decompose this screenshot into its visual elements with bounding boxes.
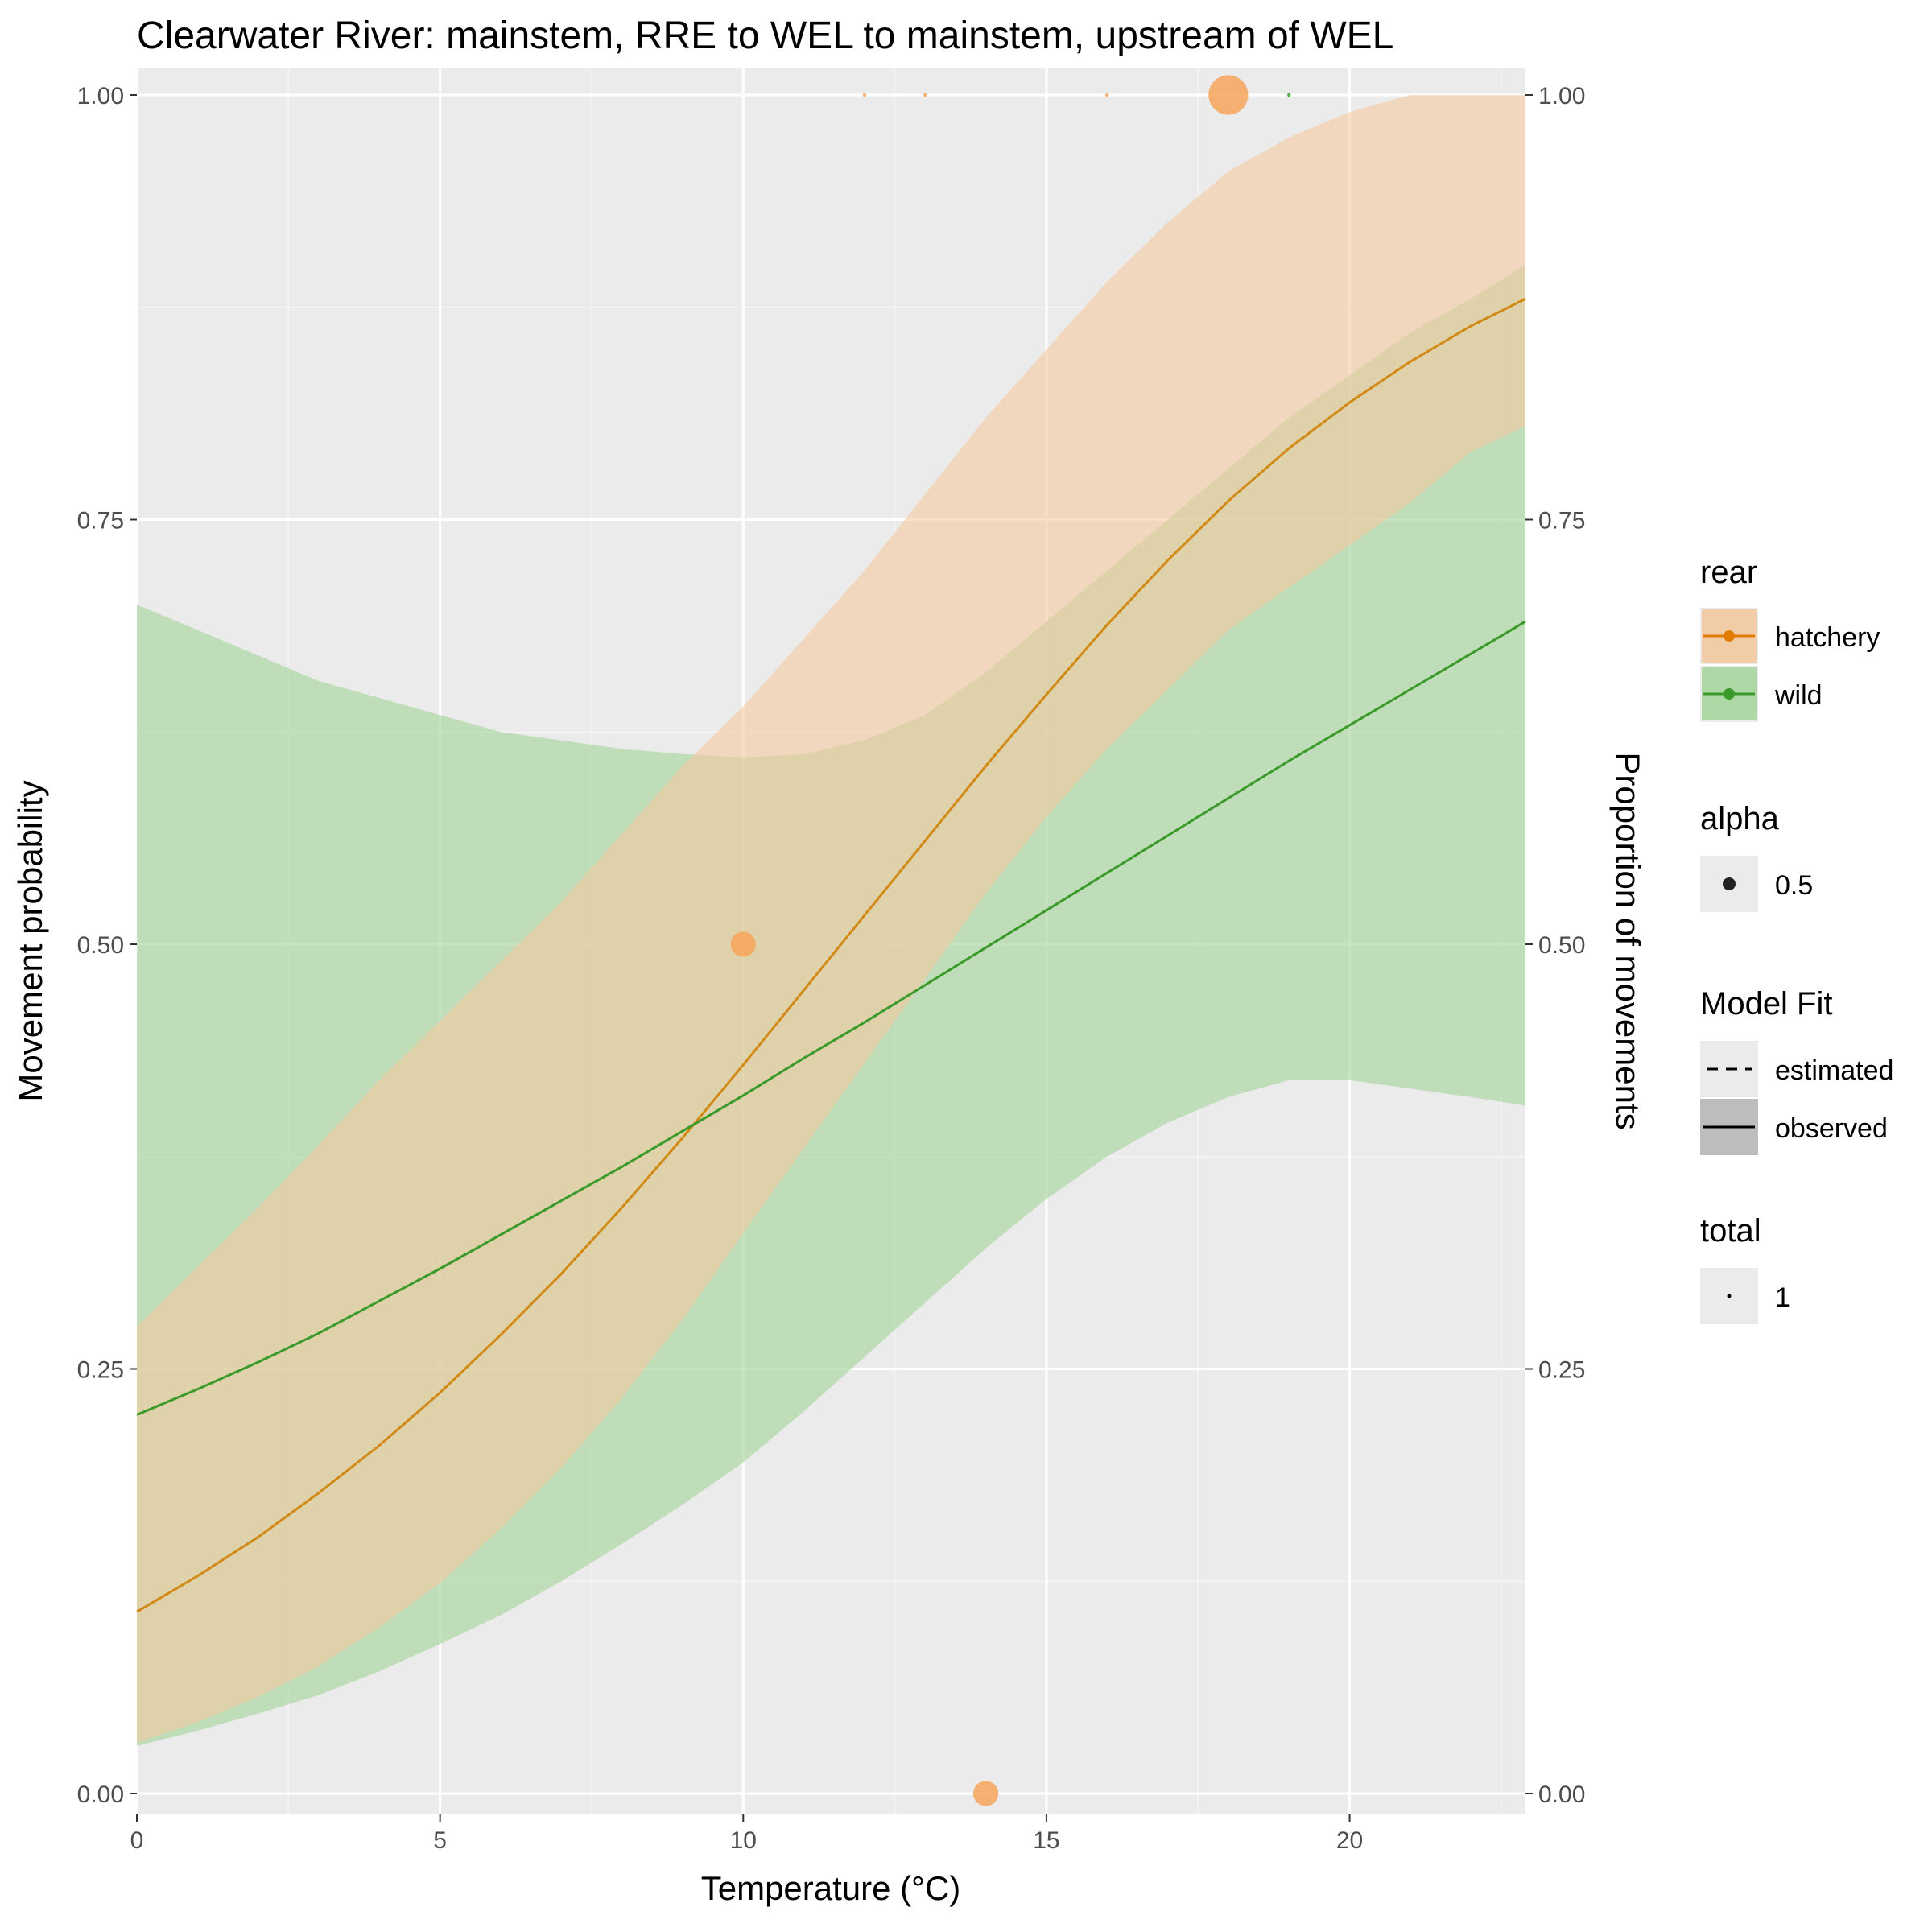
legend-model-fit: Model Fit estimated observed: [1700, 986, 1893, 1155]
legend-model-fit-title: Model Fit: [1700, 986, 1833, 1022]
line-hatchery: [136, 297, 1526, 1613]
y-tick-label-right: 0.75: [1538, 508, 1585, 535]
x-axis-label: Temperature (°C): [701, 1869, 961, 1907]
x-tick-label: 0: [130, 1827, 144, 1854]
legend-label-estimated: estimated: [1775, 1055, 1893, 1086]
legend-key-hatchery-point: [1724, 630, 1735, 642]
x-tick-label: 5: [433, 1827, 447, 1854]
y-tick-label-left: 0.00: [77, 1781, 124, 1808]
y-tick-label-left: 0.25: [77, 1357, 124, 1384]
y-axis-left: 0.00 0.25 0.50 0.75 1.00: [77, 83, 137, 1808]
point-hatchery: [1105, 93, 1109, 97]
x-tick-label: 10: [730, 1827, 757, 1854]
line-wild: [136, 620, 1526, 1416]
y-tick-label-right: 0.00: [1538, 1781, 1585, 1808]
legend-label-observed: observed: [1775, 1113, 1888, 1144]
ribbon-hatchery: [137, 95, 1525, 1743]
y-axis-label: Movement probability: [11, 780, 49, 1101]
legend-label-wild: wild: [1774, 680, 1823, 711]
legend-key-wild-point: [1724, 688, 1735, 700]
legend-total-title: total: [1700, 1213, 1761, 1249]
legend-alpha-title: alpha: [1700, 801, 1780, 836]
legend-total: total 1: [1700, 1213, 1790, 1324]
y-tick-label-right: 0.25: [1538, 1357, 1585, 1384]
y-tick-label-right: 1.00: [1538, 83, 1585, 109]
point-hatchery: [972, 1781, 999, 1806]
point-wild: [1287, 93, 1291, 97]
y2-axis-label: Proportion of movements: [1609, 752, 1647, 1129]
legend-alpha: alpha 0.5: [1700, 801, 1813, 912]
legend-key-total-point: [1727, 1294, 1732, 1298]
fit-lines: [136, 297, 1526, 1613]
legend-label-hatchery: hatchery: [1775, 622, 1880, 653]
point-hatchery: [862, 93, 867, 97]
legend-rear-title: rear: [1700, 555, 1757, 590]
x-tick-label: 20: [1336, 1827, 1363, 1854]
y-tick-label-left: 0.50: [77, 932, 124, 959]
point-hatchery: [730, 931, 756, 957]
x-axis: 0 5 10 15 20: [130, 1814, 1363, 1854]
point-hatchery: [923, 93, 927, 97]
y-tick-label-left: 1.00: [77, 83, 124, 109]
y-tick-label-right: 0.50: [1538, 932, 1585, 959]
legend-key-alpha-point: [1723, 877, 1736, 890]
chart-title: Clearwater River: mainstem, RRE to WEL t…: [137, 14, 1393, 57]
x-tick-label: 15: [1033, 1827, 1059, 1854]
confidence-ribbons: [137, 95, 1525, 1746]
observed-points: [730, 75, 1291, 1806]
point-hatchery: [1208, 75, 1249, 115]
y-tick-label-left: 0.75: [77, 508, 124, 535]
legend-label-alpha: 0.5: [1775, 870, 1813, 901]
y-axis-right: 0.00 0.25 0.50 0.75 1.00: [1525, 83, 1585, 1808]
legend-rear: rear hatchery wild: [1700, 555, 1880, 722]
legend-label-total: 1: [1775, 1282, 1790, 1313]
